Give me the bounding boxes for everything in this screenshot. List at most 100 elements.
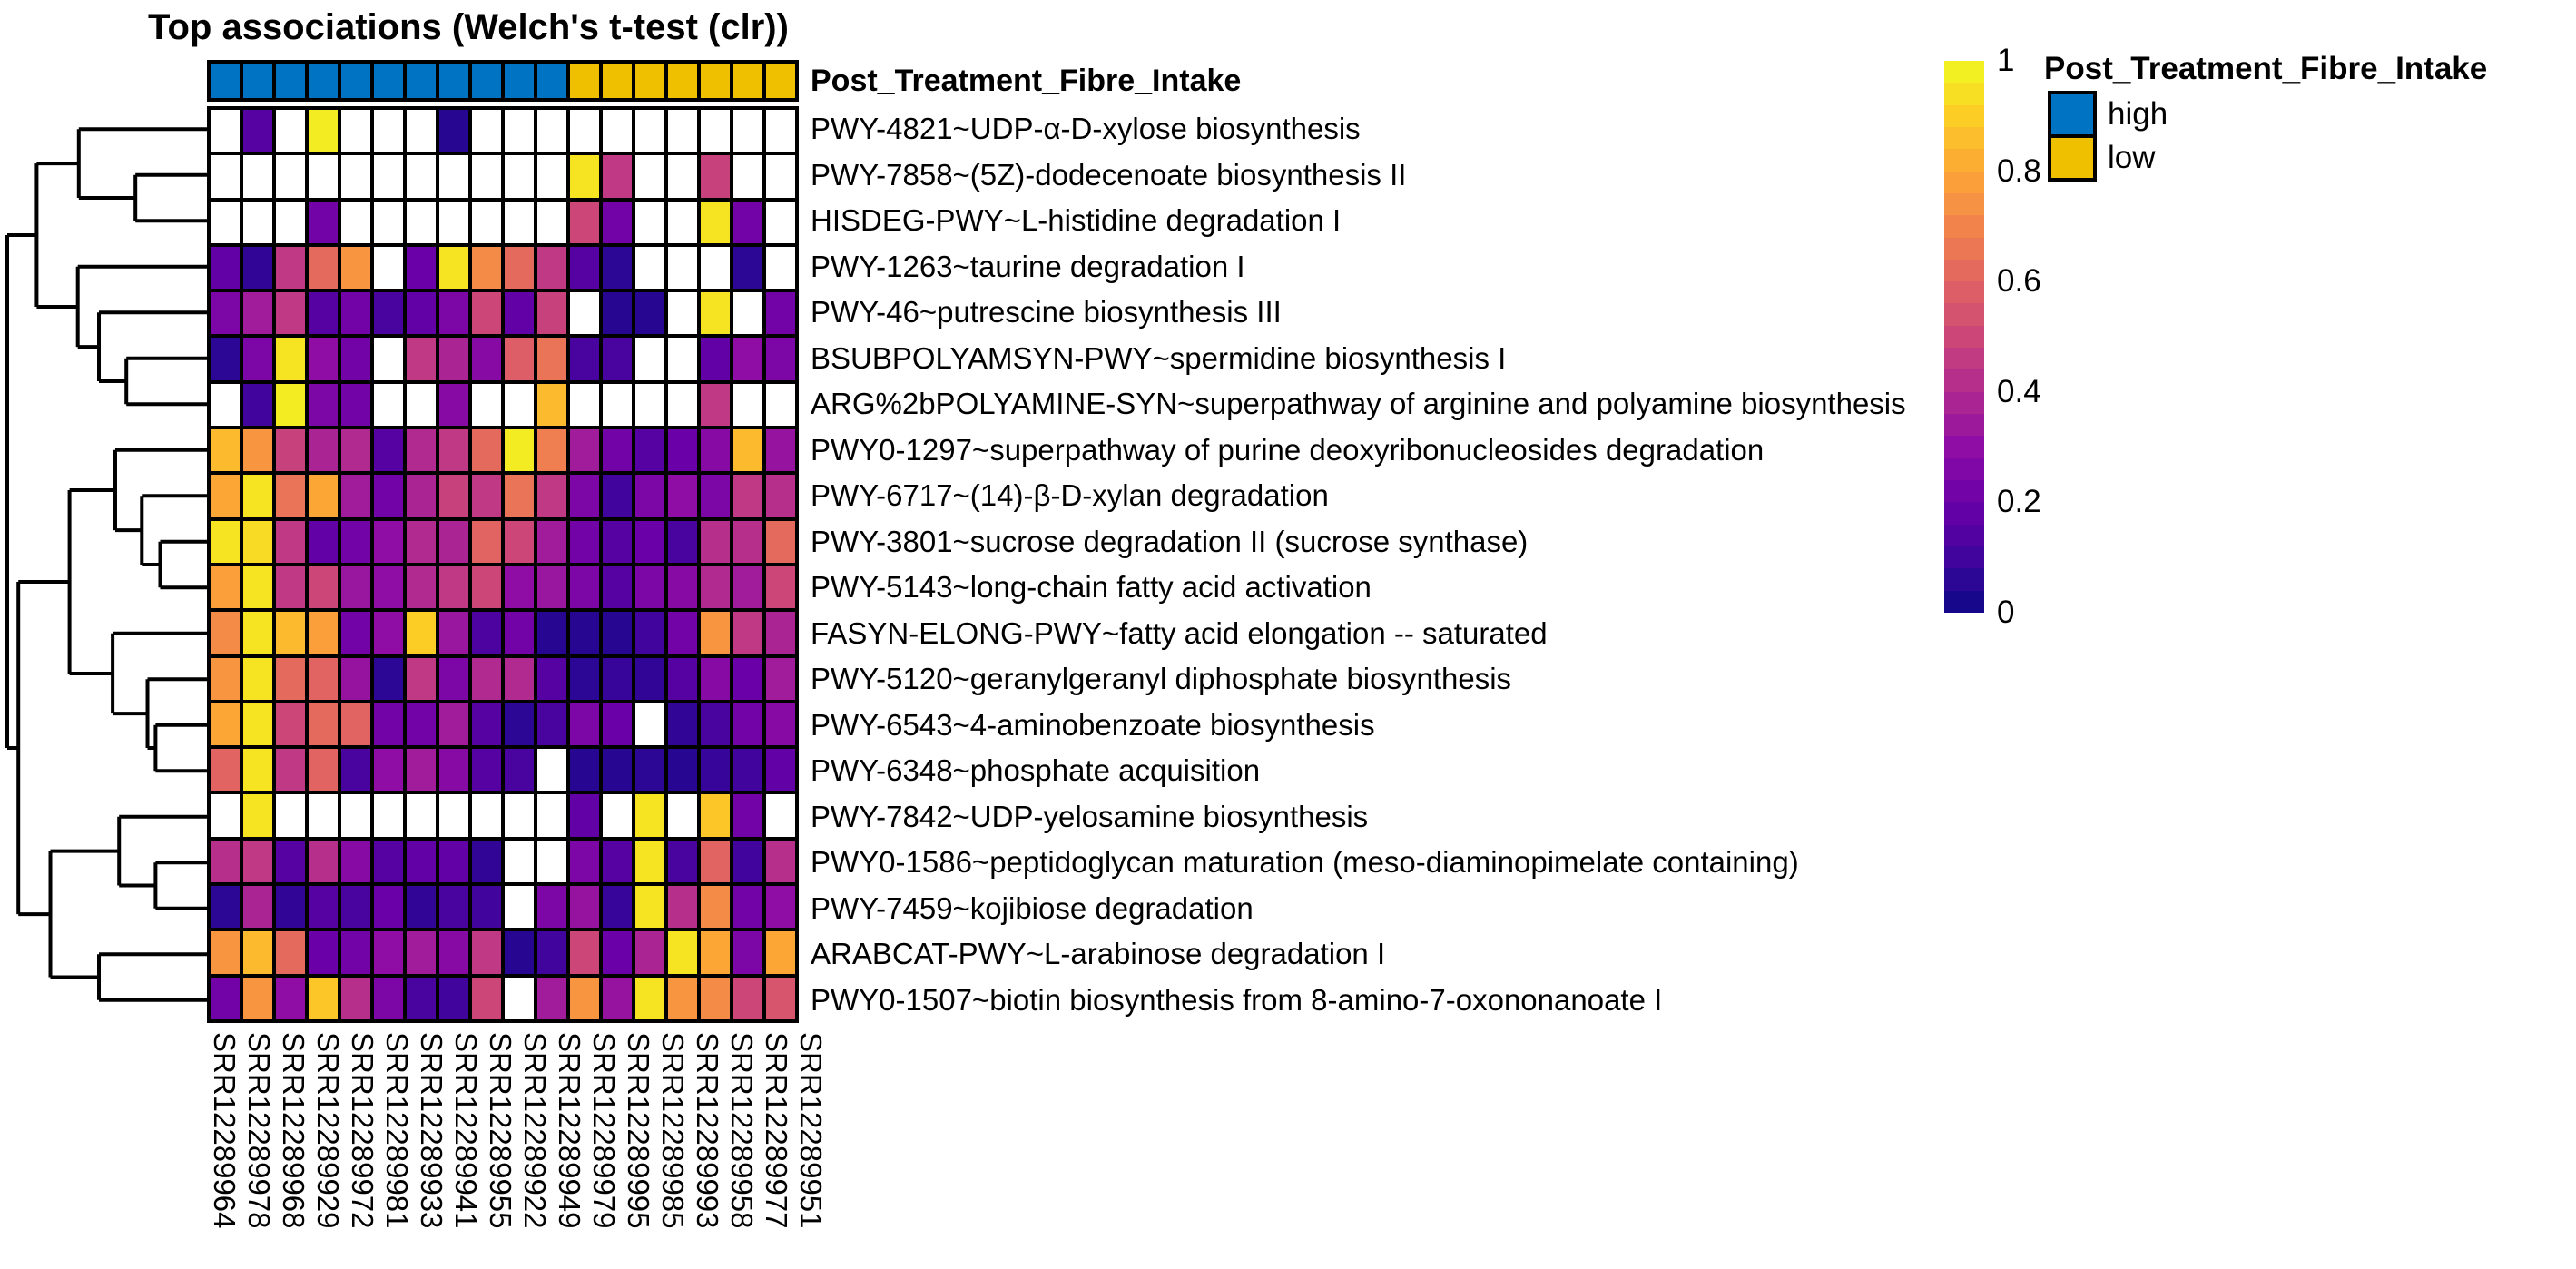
heatmap-cell xyxy=(766,703,795,746)
heatmap-cell xyxy=(505,977,534,1019)
heatmap-cell xyxy=(701,155,730,198)
heatmap-cell xyxy=(603,110,632,152)
heatmap-cell xyxy=(243,201,272,243)
col-label: SRR12289958 xyxy=(725,1032,759,1229)
heatmap-cell xyxy=(439,520,468,563)
heatmap-cell xyxy=(341,657,370,700)
heatmap-cell xyxy=(635,475,664,517)
row-label: ARG%2bPOLYAMINE-SYN~superpathway of argi… xyxy=(811,387,1906,421)
heatmap-cell xyxy=(211,338,240,380)
heatmap-cell xyxy=(211,749,240,792)
annotation-label: Post_Treatment_Fibre_Intake xyxy=(811,64,1242,98)
colorbar-step xyxy=(1944,303,1984,326)
row-label: BSUBPOLYAMSYN-PWY~spermidine biosynthesi… xyxy=(811,340,1507,375)
heatmap-cell xyxy=(537,155,566,198)
heatmap-cell xyxy=(505,383,534,427)
heatmap-cell xyxy=(276,292,305,335)
heatmap-cell xyxy=(374,749,403,792)
heatmap-cell xyxy=(701,566,730,609)
row-labels: PWY-4821~UDP-α-D-xylose biosynthesis PWY-… xyxy=(811,106,1906,1023)
heatmap-cell xyxy=(407,566,436,609)
heatmap-cell xyxy=(537,703,566,746)
heatmap-cell xyxy=(211,475,240,517)
heatmap-cell xyxy=(570,840,599,883)
heatmap-cell xyxy=(309,931,338,974)
heatmap-cell xyxy=(635,110,664,152)
heatmap-cell xyxy=(341,794,370,837)
heatmap-cell xyxy=(537,338,566,380)
heatmap-cell xyxy=(537,201,566,243)
heatmap-cell xyxy=(341,612,370,654)
colorbar-step xyxy=(1944,237,1984,260)
heatmap-cell xyxy=(341,475,370,517)
heatmap-cell xyxy=(733,657,762,700)
annotation-cell xyxy=(635,64,664,98)
heatmap-cell xyxy=(276,475,305,517)
col-label: SRR12289929 xyxy=(311,1032,345,1229)
heatmap-cell xyxy=(341,292,370,335)
heatmap-cell xyxy=(733,475,762,517)
heatmap-cell xyxy=(439,977,468,1019)
heatmap-cell xyxy=(701,749,730,792)
heatmap-cell xyxy=(766,566,795,609)
heatmap-cell xyxy=(472,657,501,700)
heatmap-cell xyxy=(733,520,762,563)
heatmap-cell xyxy=(211,657,240,700)
heatmap-cell xyxy=(733,292,762,335)
heatmap-cell xyxy=(635,520,664,563)
heatmap-cell xyxy=(374,429,403,472)
heatmap-cell xyxy=(701,794,730,837)
heatmap-cell xyxy=(733,931,762,974)
heatmap-cell xyxy=(766,338,795,380)
heatmap-cell xyxy=(570,703,599,746)
col-label: SRR12289949 xyxy=(553,1032,586,1229)
heatmap-cell xyxy=(309,110,338,152)
heatmap-cell xyxy=(537,429,566,472)
heatmap-cell xyxy=(407,794,436,837)
heatmap-cell xyxy=(733,155,762,198)
heatmap-cell xyxy=(635,931,664,974)
heatmap-cell xyxy=(635,886,664,929)
heatmap-cell xyxy=(276,155,305,198)
legend: high low xyxy=(2048,91,2168,182)
heatmap-cell xyxy=(766,383,795,427)
heatmap-cell xyxy=(374,977,403,1019)
heatmap-cell xyxy=(766,110,795,152)
heatmap-cell xyxy=(537,977,566,1019)
heatmap-cell xyxy=(276,383,305,427)
heatmap-cell xyxy=(472,155,501,198)
colorbar-step xyxy=(1944,192,1984,216)
heatmap-cell xyxy=(309,749,338,792)
heatmap-cell xyxy=(472,886,501,929)
heatmap-cell xyxy=(537,475,566,517)
heatmap-cell xyxy=(635,840,664,883)
heatmap-cell xyxy=(766,155,795,198)
heatmap-cell xyxy=(505,749,534,792)
heatmap-cell xyxy=(309,612,338,654)
colorbar-step xyxy=(1944,61,1984,84)
col-label: SRR12289972 xyxy=(346,1032,379,1229)
heatmap-cell xyxy=(439,475,468,517)
row-label: PWY-4821~UDP-α-D-xylose biosynthesis xyxy=(811,112,1361,146)
heatmap-cell xyxy=(374,794,403,837)
heatmap-cell xyxy=(505,566,534,609)
colorbar-step xyxy=(1944,391,1984,414)
heatmap-cell xyxy=(309,292,338,335)
annotation-cell xyxy=(276,64,305,98)
heatmap-cell xyxy=(243,886,272,929)
heatmap-cell xyxy=(407,886,436,929)
annotation-cell xyxy=(733,64,762,98)
heatmap-cell xyxy=(505,292,534,335)
heatmap-cell xyxy=(472,703,501,746)
heatmap-cell xyxy=(276,612,305,654)
col-label: SRR12289933 xyxy=(415,1032,448,1229)
annotation-cell xyxy=(570,64,599,98)
heatmap-cell xyxy=(505,429,534,472)
colorbar-step xyxy=(1944,568,1984,591)
heatmap-cell xyxy=(603,520,632,563)
heatmap-cell xyxy=(211,931,240,974)
col-label: SRR12289977 xyxy=(760,1032,793,1229)
heatmap-cell xyxy=(211,520,240,563)
heatmap-cell xyxy=(243,475,272,517)
heatmap-cell xyxy=(472,475,501,517)
